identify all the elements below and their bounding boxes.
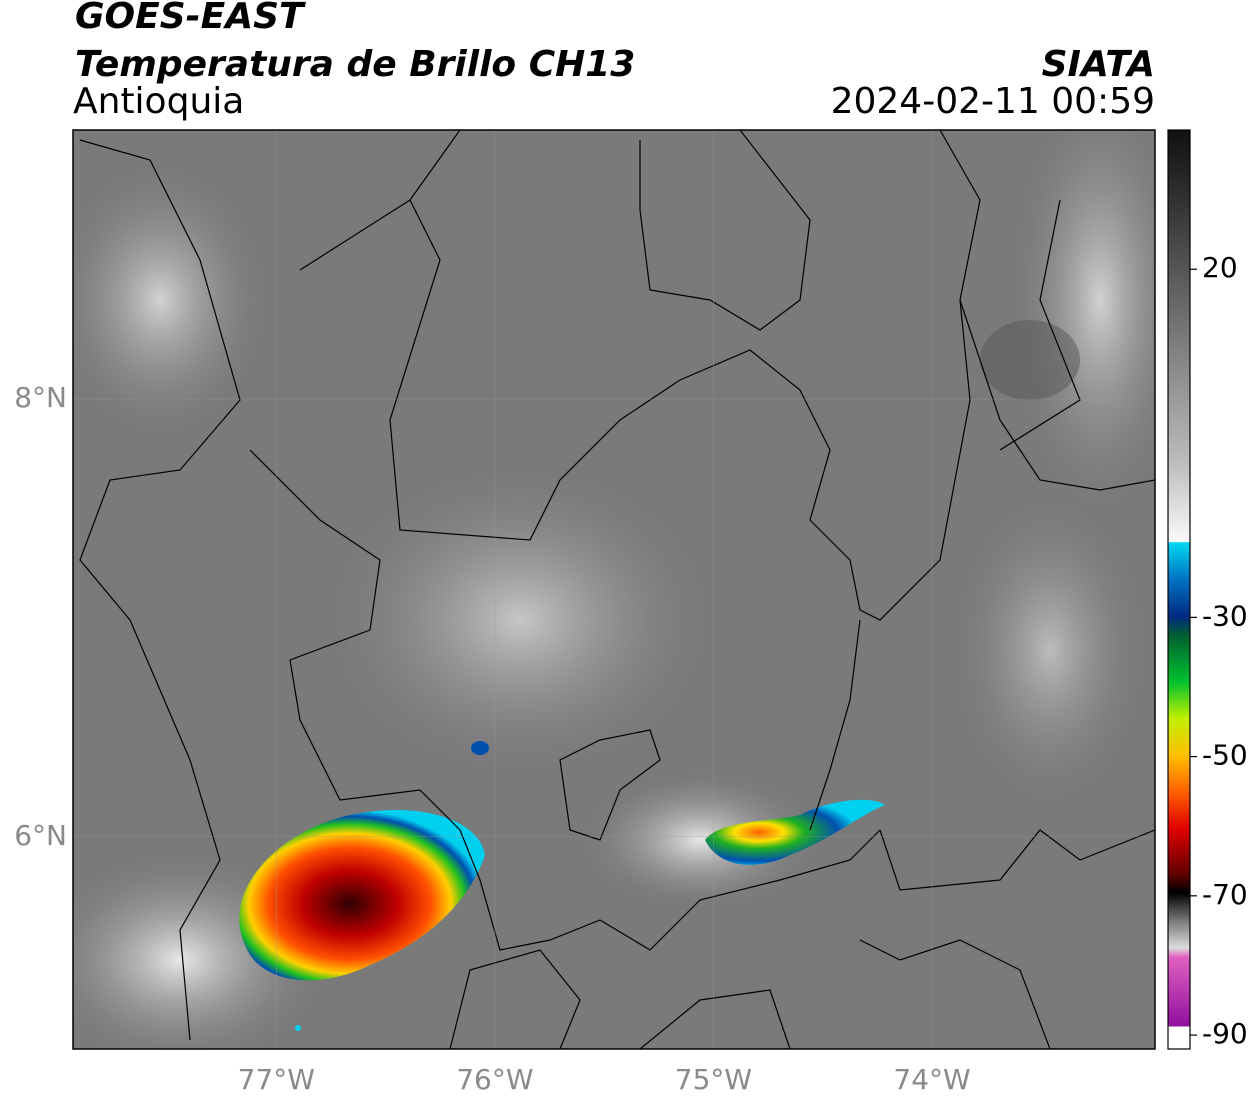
source: SIATA xyxy=(1042,44,1155,85)
colorbar-tick-label: -70 xyxy=(1202,878,1248,911)
map-frame xyxy=(72,129,1156,1050)
colorbar-tick-label: 20 xyxy=(1202,251,1238,284)
colorbar xyxy=(1167,129,1191,1050)
satellite-image xyxy=(73,130,1155,1049)
colorbar-tick-label: -50 xyxy=(1202,739,1248,772)
colorbar-tick-label: -30 xyxy=(1202,599,1248,632)
lon-label: 77°W xyxy=(238,1063,315,1096)
lat-label: 6°N xyxy=(14,819,67,852)
colorbar-tick-label: -90 xyxy=(1202,1017,1248,1050)
title: GOES-EAST xyxy=(75,0,306,37)
lon-label: 74°W xyxy=(893,1063,970,1096)
lon-label: 76°W xyxy=(456,1063,533,1096)
subtitle: Temperatura de Brillo CH13 xyxy=(75,44,635,85)
datetime: 2024-02-11 00:59 xyxy=(831,81,1155,122)
region: Antioquia xyxy=(73,81,244,122)
lat-label: 8°N xyxy=(14,381,67,414)
lon-label: 75°W xyxy=(675,1063,752,1096)
